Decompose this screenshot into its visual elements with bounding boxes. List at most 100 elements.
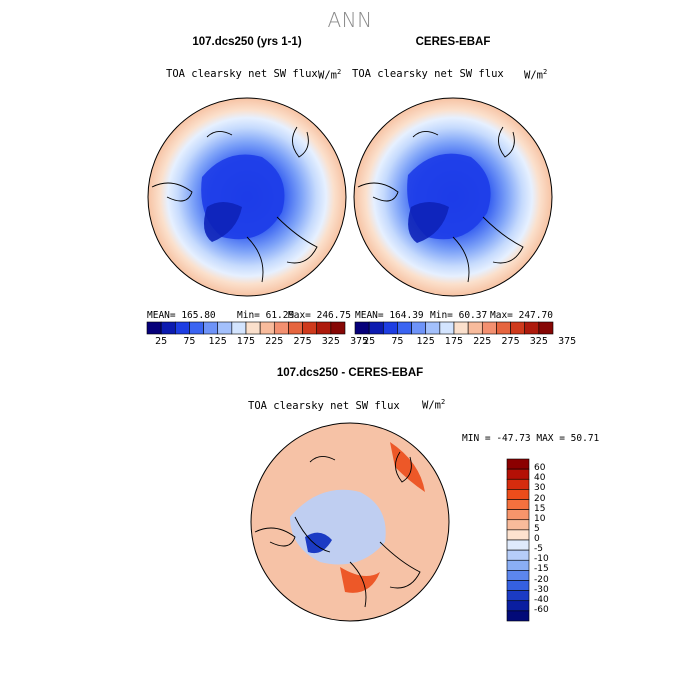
colorbar-swatch	[506, 458, 530, 470]
colorbar-swatch	[506, 478, 530, 490]
panel-model-units-text: W/m	[318, 69, 337, 82]
colorbar-tick-label: 275	[501, 336, 520, 347]
panel-obs-units-exp: 2	[542, 68, 548, 76]
colorbar-tick-label: 20	[534, 493, 546, 504]
colorbar-tick-label: -60	[534, 604, 549, 615]
panel-model-variable: TOA clearsky net SW flux	[166, 68, 318, 80]
colorbar-swatch	[506, 559, 530, 571]
colorbar-tick-label: 10	[534, 513, 546, 524]
panel-obs-variable: TOA clearsky net SW flux	[352, 68, 504, 80]
colorbar-swatch	[330, 321, 346, 335]
colorbar-swatch	[496, 321, 511, 335]
colorbar-swatch	[231, 321, 247, 335]
colorbar-tick-label: 15	[534, 503, 546, 514]
obs-map-greenland	[408, 202, 449, 243]
panel-model-max: Max= 246.75	[288, 310, 351, 321]
diff-colorbar	[506, 458, 530, 622]
colorbar-swatch	[506, 509, 530, 521]
diff-title: 107.dcs250 - CERES-EBAF	[276, 367, 424, 379]
colorbar-swatch	[189, 321, 204, 335]
colorbar-tick-label: 275	[293, 336, 312, 347]
colorbar-tick-label: -5	[534, 544, 543, 555]
page-title: ANN	[327, 8, 373, 32]
obs-polar-map	[353, 97, 553, 297]
diff-units-exp: 2	[440, 398, 446, 406]
colorbar-tick-label: 375	[350, 336, 369, 347]
colorbar-tick-label: 40	[534, 473, 546, 484]
colorbar-tick-label: -15	[534, 564, 549, 575]
colorbar-swatch	[506, 499, 530, 510]
colorbar-swatch	[288, 321, 303, 335]
diff-variable: TOA clearsky net SW flux	[248, 400, 400, 412]
colorbar-tick-label: -40	[534, 594, 549, 605]
colorbar-swatch	[302, 321, 318, 335]
colorbar-swatch	[411, 321, 427, 335]
colorbar-swatch	[506, 600, 530, 612]
colorbar-swatch	[506, 468, 530, 480]
colorbar-swatch	[453, 321, 469, 335]
colorbar-swatch	[506, 529, 530, 541]
colorbar-swatch	[506, 489, 530, 500]
diff-polar-map	[250, 422, 450, 622]
colorbar-swatch	[506, 539, 530, 551]
colorbar-swatch	[506, 610, 530, 622]
model-map-coastlines	[151, 126, 318, 283]
colorbar-swatch	[467, 321, 483, 335]
model-map-outline	[147, 97, 347, 297]
colorbar-tick-label: 125	[208, 336, 227, 347]
panel-model-units: W/m2	[318, 68, 341, 82]
colorbar-tick-label: 225	[265, 336, 284, 347]
colorbar-tick-label: -20	[534, 574, 549, 585]
colorbar-swatch	[354, 321, 370, 335]
colorbar-swatch	[439, 321, 455, 335]
colorbar-swatch	[174, 321, 190, 335]
colorbar-swatch	[217, 321, 233, 335]
panel-obs-min: Min= 60.37	[430, 310, 488, 321]
colorbar-tick-label: 375	[558, 336, 577, 347]
colorbar-tick-label: 60	[534, 463, 546, 474]
colorbar-tick-label: 25	[363, 336, 376, 347]
obs-colorbar	[354, 321, 554, 335]
colorbar-swatch	[510, 321, 526, 335]
colorbar-swatch	[368, 321, 384, 335]
panel-obs-units: W/m2	[524, 68, 547, 82]
model-map-greenland	[203, 202, 242, 242]
colorbar-swatch	[259, 321, 275, 335]
panel-obs-mean: MEAN= 164.39	[355, 310, 424, 321]
colorbar-swatch	[524, 321, 540, 335]
diff-units: W/m2	[422, 398, 445, 412]
colorbar-tick-label: 75	[183, 336, 196, 347]
diff-map-strong-positive	[340, 442, 425, 593]
colorbar-swatch	[481, 321, 497, 335]
colorbar-swatch	[146, 321, 162, 335]
colorbar-tick-label: 5	[534, 523, 540, 534]
colorbar-tick-label: 175	[444, 336, 464, 347]
colorbar-swatch	[397, 321, 412, 335]
colorbar-swatch	[538, 321, 554, 335]
colorbar-swatch	[160, 321, 176, 335]
colorbar-tick-label: 30	[534, 483, 546, 494]
diff-map-outline	[250, 422, 450, 622]
colorbar-tick-label: -10	[534, 554, 549, 565]
colorbar-tick-label: 225	[473, 336, 492, 347]
colorbar-swatch	[506, 570, 530, 581]
diff-map-strong-negative	[305, 532, 332, 554]
model-polar-map	[147, 97, 347, 297]
diff-map-coastlines	[254, 451, 421, 608]
colorbar-swatch	[425, 321, 441, 335]
panel-model-title: 107.dcs250 (yrs 1-1)	[192, 36, 302, 48]
obs-map-coastlines	[357, 126, 524, 283]
model-colorbar	[146, 321, 346, 335]
colorbar-swatch	[506, 580, 530, 591]
panel-obs-title: CERES-EBAF	[415, 36, 491, 48]
colorbar-tick-label: 75	[391, 336, 404, 347]
colorbar-tick-label: 0	[534, 534, 540, 544]
panel-obs-max: Max= 247.70	[490, 310, 553, 321]
diff-minmax: MIN = -47.73 MAX = 50.71	[462, 433, 600, 444]
colorbar-tick-label: 175	[236, 336, 256, 347]
colorbar-swatch	[203, 321, 219, 335]
colorbar-tick-label: 25	[155, 336, 168, 347]
panel-obs-units-text: W/m	[524, 69, 543, 82]
panel-model-units-exp: 2	[336, 68, 342, 76]
colorbar-swatch	[506, 549, 530, 561]
